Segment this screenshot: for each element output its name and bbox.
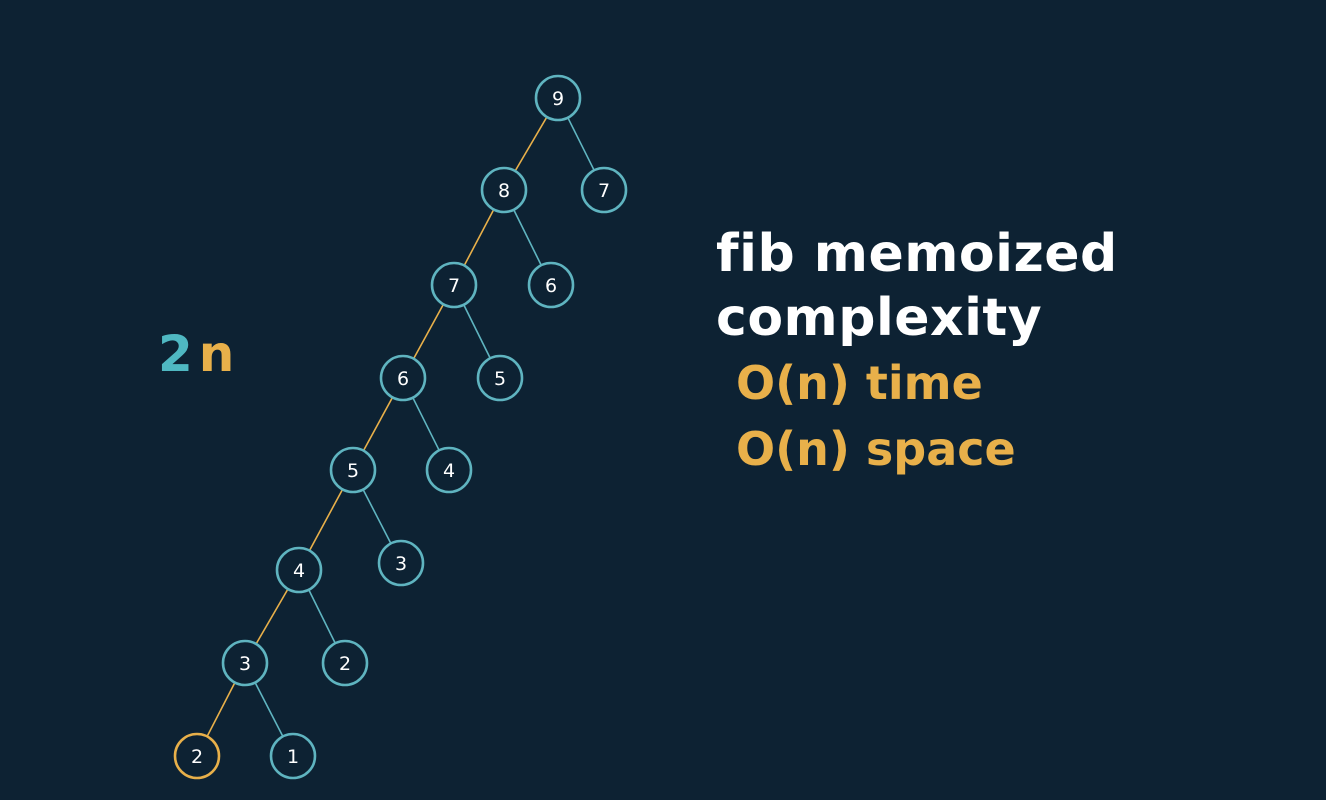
tree-node-n6r: 6 xyxy=(527,261,575,309)
tree-edge-n5-n4 xyxy=(308,488,344,552)
tree-edge-n5-n3r xyxy=(362,489,392,544)
tree-node-n4r: 4 xyxy=(425,446,473,494)
tree-edges xyxy=(206,116,595,737)
tree-edge-n7-n5r xyxy=(463,304,491,359)
tree-node-circle xyxy=(527,261,575,309)
tree-edge-n6-n4r xyxy=(412,397,440,451)
tree-edge-n9-n8 xyxy=(514,116,548,172)
tree-node-label: 7 xyxy=(448,275,460,297)
tree-node-label: 4 xyxy=(293,560,305,582)
tree-node-n8: 8 xyxy=(480,166,528,214)
tree-node-n3: 3 xyxy=(221,639,269,687)
tree-node-label: 6 xyxy=(397,368,409,390)
tree-node-label: 2 xyxy=(339,653,351,675)
tree-node-n5r: 5 xyxy=(476,354,524,402)
tree-node-n1: 1 xyxy=(269,732,317,780)
tree-edge-n4-n2r xyxy=(308,589,336,644)
tree-edge-n8-n7 xyxy=(463,209,495,266)
tree-node-circle xyxy=(221,639,269,687)
tree-node-label: 3 xyxy=(395,553,407,575)
tree-node-n9: 9 xyxy=(534,74,582,122)
tree-node-circle xyxy=(476,354,524,402)
tree-node-n7: 7 xyxy=(430,261,478,309)
tree-node-label: 8 xyxy=(498,180,510,202)
tree-edge-n9-n7r xyxy=(567,117,595,171)
tree-node-label: 6 xyxy=(545,275,557,297)
tree-edge-n8-n6r xyxy=(513,209,542,266)
tree-node-label: 2 xyxy=(191,746,203,768)
tree-edge-n3-n2 xyxy=(206,682,236,737)
tree-edge-n6-n5 xyxy=(362,396,394,452)
space-complexity: O(n) space xyxy=(736,422,1016,476)
tree-node-circle xyxy=(480,166,528,214)
tree-node-n6: 6 xyxy=(379,354,427,402)
tree-node-label: 7 xyxy=(598,180,610,202)
tree-node-label: 3 xyxy=(239,653,251,675)
size-coefficient: 2 xyxy=(158,325,193,383)
tree-node-circle xyxy=(377,539,425,587)
tree-node-circle xyxy=(379,354,427,402)
tree-nodes: 9 8 7 7 6 6 5 5 4 4 3 3 2 2 1 xyxy=(173,74,628,780)
tree-node-label: 9 xyxy=(552,88,564,110)
tree-node-circle xyxy=(269,732,317,780)
tree-node-label: 1 xyxy=(287,746,299,768)
size-variable: n xyxy=(198,325,235,383)
tree-edge-n3-n1 xyxy=(254,682,284,737)
tree-node-circle xyxy=(430,261,478,309)
tree-node-circle xyxy=(275,546,323,594)
tree-node-label: 5 xyxy=(347,460,359,482)
tree-edge-n7-n6 xyxy=(412,303,445,360)
tree-node-circle xyxy=(580,166,628,214)
tree-node-n7r: 7 xyxy=(580,166,628,214)
tree-node-circle xyxy=(329,446,377,494)
time-complexity: O(n) time xyxy=(736,356,983,410)
tree-node-label: 4 xyxy=(443,460,455,482)
tree-edge-n4-n3 xyxy=(255,588,289,645)
title-line-2: complexity xyxy=(716,288,1043,348)
tree-node-label: 5 xyxy=(494,368,506,390)
tree-node-n4: 4 xyxy=(275,546,323,594)
tree-node-n2: 2 xyxy=(173,732,221,780)
title-line-1: fib memoized xyxy=(716,224,1118,284)
tree-node-n3r: 3 xyxy=(377,539,425,587)
complexity-panel: fib memoized complexity O(n) time O(n) s… xyxy=(716,222,1118,482)
tree-node-circle xyxy=(173,732,221,780)
tree-node-circle xyxy=(534,74,582,122)
tree-node-n5: 5 xyxy=(329,446,377,494)
tree-node-circle xyxy=(321,639,369,687)
tree-node-circle xyxy=(425,446,473,494)
tree-node-n2r: 2 xyxy=(321,639,369,687)
